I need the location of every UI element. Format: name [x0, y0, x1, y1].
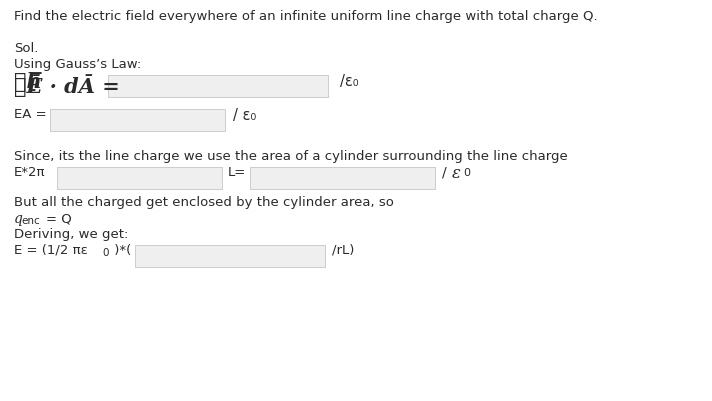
Text: /: /: [442, 166, 451, 180]
Text: 0: 0: [463, 168, 470, 178]
Text: )*(: )*(: [110, 243, 131, 256]
Text: 0: 0: [102, 247, 108, 257]
Text: L=: L=: [228, 166, 246, 178]
Text: Deriving, we get:: Deriving, we get:: [14, 227, 128, 241]
Text: = Q: = Q: [46, 211, 72, 225]
Text: ε: ε: [452, 164, 461, 182]
Text: / ε₀: / ε₀: [233, 108, 256, 123]
Text: q: q: [14, 211, 23, 225]
Text: Using Gauss’s Law:: Using Gauss’s Law:: [14, 58, 141, 71]
Text: enc: enc: [21, 215, 40, 225]
Text: ∮ẖ̅: ∮ẖ̅: [14, 72, 41, 92]
Text: E*2π: E*2π: [14, 166, 46, 178]
Text: /ε₀: /ε₀: [340, 74, 359, 89]
Text: /rL): /rL): [332, 243, 355, 256]
Text: Since, its the line charge we use the area of a cylinder surrounding the line ch: Since, its the line charge we use the ar…: [14, 150, 567, 162]
Text: EA =: EA =: [14, 108, 46, 121]
Text: ∯Ē · dĀ =: ∯Ē · dĀ =: [14, 74, 120, 97]
Text: But all the charged get enclosed by the cylinder area, so: But all the charged get enclosed by the …: [14, 196, 394, 209]
Text: E = (1/2 πε: E = (1/2 πε: [14, 243, 88, 256]
Text: Sol.: Sol.: [14, 42, 38, 55]
Text: Find the electric field everywhere of an infinite uniform line charge with total: Find the electric field everywhere of an…: [14, 10, 597, 23]
